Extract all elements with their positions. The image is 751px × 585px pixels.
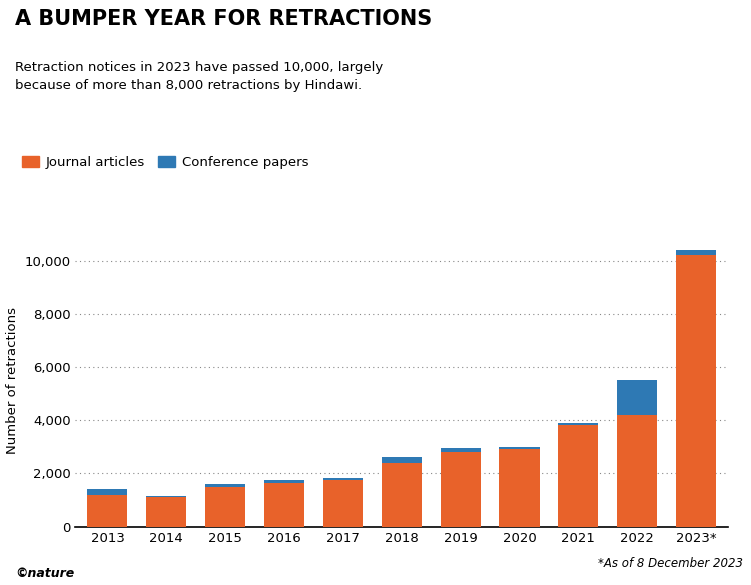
Bar [499, 449, 539, 526]
Text: *As of 8 December 2023: *As of 8 December 2023 [599, 558, 743, 570]
Bar [146, 497, 186, 526]
Bar [441, 452, 481, 526]
Bar [441, 448, 481, 452]
Bar [323, 478, 363, 480]
Bar [205, 487, 246, 526]
Bar [323, 480, 363, 526]
Bar [382, 463, 422, 526]
Bar [205, 484, 246, 487]
Bar [382, 457, 422, 463]
Bar [617, 415, 657, 526]
Y-axis label: Number of retractions: Number of retractions [6, 307, 20, 454]
Bar [558, 425, 599, 526]
Bar [264, 480, 304, 483]
Text: Retraction notices in 2023 have passed 10,000, largely
because of more than 8,00: Retraction notices in 2023 have passed 1… [15, 61, 383, 92]
Bar [499, 447, 539, 449]
Bar [558, 423, 599, 425]
Bar [87, 494, 128, 526]
Legend: Journal articles, Conference papers: Journal articles, Conference papers [22, 156, 308, 169]
Text: A BUMPER YEAR FOR RETRACTIONS: A BUMPER YEAR FOR RETRACTIONS [15, 9, 433, 29]
Bar [676, 255, 716, 526]
Bar [617, 380, 657, 415]
Text: ©nature: ©nature [15, 567, 74, 580]
Bar [676, 250, 716, 255]
Bar [87, 489, 128, 494]
Bar [264, 483, 304, 526]
